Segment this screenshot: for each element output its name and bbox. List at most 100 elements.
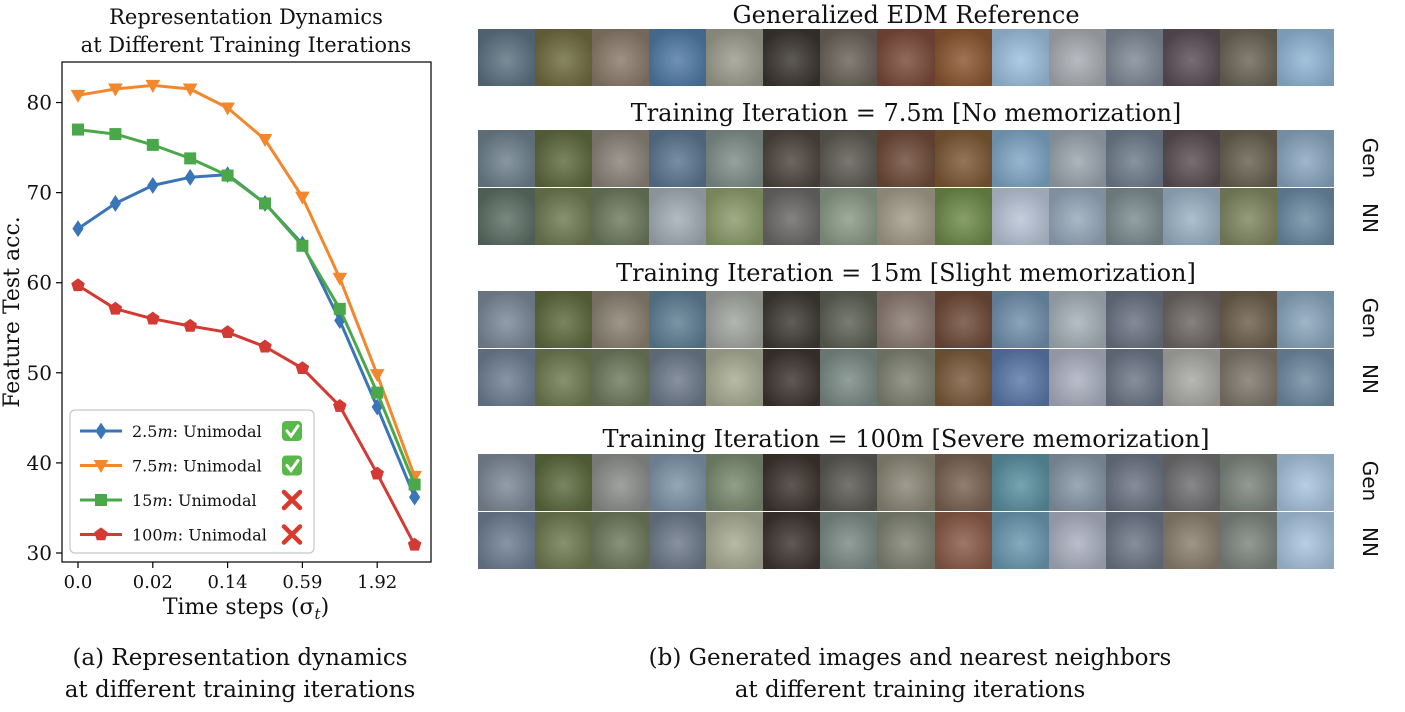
- data-point: [184, 152, 197, 165]
- data-point: [221, 169, 234, 182]
- data-point: [108, 83, 123, 97]
- series-15m: [72, 123, 421, 491]
- data-point: [220, 325, 235, 339]
- image-thumbnail: [1048, 454, 1106, 511]
- caption-b-line-1: (b) Generated images and nearest neighbo…: [648, 645, 1172, 671]
- image-thumbnail: [991, 188, 1049, 245]
- image-thumbnail: [877, 512, 935, 569]
- data-point: [145, 79, 161, 93]
- image-thumbnail: [478, 349, 536, 406]
- image-thumbnail: [934, 512, 992, 569]
- image-thumbnail: [1162, 454, 1220, 511]
- image-thumbnail: [763, 349, 821, 406]
- image-thumbnail: [706, 29, 764, 86]
- image-thumbnail: [1105, 349, 1163, 406]
- image-thumbnail: [877, 29, 935, 86]
- image-thumbnail: [1219, 130, 1277, 187]
- data-point: [371, 386, 384, 399]
- data-point: [296, 239, 309, 252]
- image-thumbnail: [592, 188, 650, 245]
- data-point: [295, 361, 310, 375]
- image-thumbnail: [1219, 349, 1277, 406]
- nearest-neighbor-row-7-5m: [478, 188, 1334, 245]
- image-thumbnail: [706, 291, 764, 348]
- image-thumbnail: [1162, 130, 1220, 187]
- image-thumbnail: [649, 512, 707, 569]
- image-thumbnail: [1219, 188, 1277, 245]
- section-title-15m: Training Iteration = 15m [Slight memoriz…: [616, 259, 1196, 287]
- check-icon: [282, 421, 302, 441]
- x-axis: 0.0 0.02 0.14 0.59 1.92: [64, 562, 397, 593]
- image-thumbnail: [991, 454, 1049, 511]
- y-tick-label: 40: [27, 451, 52, 475]
- data-point: [369, 369, 385, 383]
- image-thumbnail: [1162, 188, 1220, 245]
- image-thumbnail: [1048, 29, 1106, 86]
- legend-marker: [95, 422, 107, 440]
- image-thumbnail: [877, 188, 935, 245]
- section-title-100m: Training Iteration = 100m [Severe memori…: [602, 425, 1210, 453]
- image-thumbnail: [706, 349, 764, 406]
- image-thumbnail: [535, 349, 593, 406]
- image-thumbnail: [820, 349, 878, 406]
- image-thumbnail: [763, 188, 821, 245]
- image-thumbnail: [1276, 454, 1334, 511]
- legend-entry-7.5m: 7.5m: Unimodal: [80, 455, 302, 476]
- image-thumbnail: [592, 130, 650, 187]
- image-thumbnail: [763, 512, 821, 569]
- legend-marker: [94, 527, 108, 541]
- legend-box: [69, 409, 315, 554]
- image-thumbnail: [706, 512, 764, 569]
- data-point: [370, 466, 384, 480]
- legend-entry-2.5m: 2.5m: Unimodal: [80, 421, 302, 441]
- data-point: [407, 537, 422, 551]
- image-thumbnail: [877, 130, 935, 187]
- data-point: [182, 83, 198, 97]
- nearest-neighbor-row-100m: [478, 512, 1334, 569]
- image-thumbnail: [1219, 29, 1277, 86]
- data-point: [184, 168, 196, 186]
- image-thumbnail: [1105, 512, 1163, 569]
- reference-title: Generalized EDM Reference: [732, 1, 1080, 29]
- x-axis-label-main: Time steps (σ: [163, 595, 315, 620]
- image-thumbnail: [877, 349, 935, 406]
- data-point: [71, 278, 85, 292]
- nn-label-100m: NN: [1358, 527, 1382, 557]
- data-point: [408, 488, 421, 506]
- data-point: [147, 177, 159, 194]
- image-thumbnail: [1105, 188, 1163, 245]
- data-point: [183, 318, 197, 332]
- image-thumbnail: [592, 349, 650, 406]
- x-axis-label: Time steps (σt): [163, 595, 329, 623]
- data-point: [295, 191, 310, 205]
- data-point: [109, 128, 122, 141]
- image-thumbnail: [1162, 29, 1220, 86]
- image-thumbnail: [820, 130, 878, 187]
- image-thumbnail: [649, 291, 707, 348]
- data-point: [146, 311, 160, 325]
- image-thumbnail: [706, 130, 764, 187]
- data-point: [333, 399, 347, 412]
- image-thumbnail: [592, 29, 650, 86]
- image-thumbnail: [763, 291, 821, 348]
- image-thumbnail: [1276, 130, 1334, 187]
- caption-b-line-2: at different training iterations: [734, 677, 1086, 703]
- legend-entry-100m: 100m: Unimodal: [80, 524, 303, 545]
- image-thumbnail: [649, 454, 707, 511]
- image-thumbnail: [763, 454, 821, 511]
- image-thumbnail: [820, 454, 878, 511]
- nearest-neighbor-row-15m: [478, 349, 1334, 406]
- check-mark: [285, 459, 300, 474]
- legend: 2.5m: Unimodal 7.5m: Unimodal 15m: Unimoda…: [69, 409, 315, 554]
- cross-icon: [281, 489, 303, 511]
- series-line: [77, 128, 416, 486]
- image-thumbnail: [478, 188, 536, 245]
- y-tick-label: 30: [27, 541, 52, 565]
- series-layer: [70, 79, 422, 551]
- image-thumbnail: [478, 512, 536, 569]
- image-thumbnail: [478, 29, 536, 86]
- y-tick-label: 70: [27, 181, 52, 205]
- gen-label-100m: Gen: [1358, 460, 1382, 502]
- nn-label-15m: NN: [1358, 364, 1382, 394]
- image-thumbnail: [991, 291, 1049, 348]
